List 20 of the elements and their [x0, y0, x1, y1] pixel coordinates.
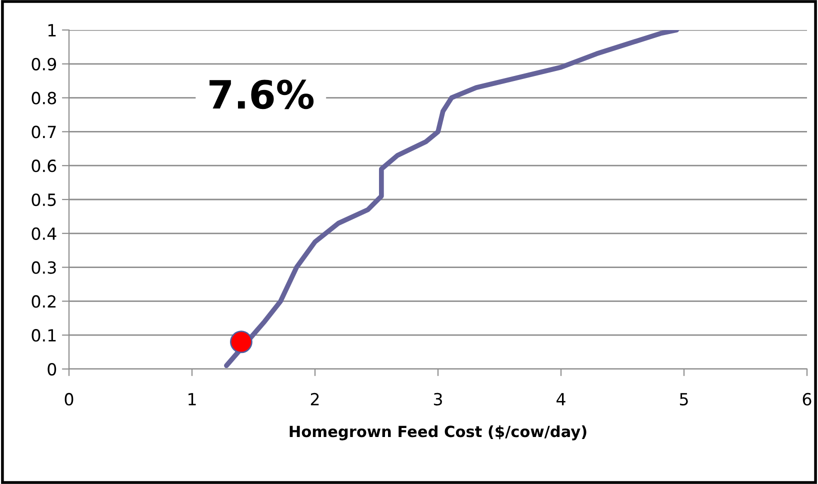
y-tick-label: 0.3: [32, 261, 56, 274]
y-tick-label: 0.5: [32, 193, 56, 206]
y-tick-label: 0.1: [32, 329, 56, 342]
y-tick-label: 0.4: [32, 227, 56, 240]
y-tick-label: 0.8: [32, 92, 56, 104]
x-tick-label: 3: [434, 392, 442, 406]
y-tick-label: 0.6: [32, 160, 56, 172]
x-tick-label: 2: [310, 392, 319, 406]
x-tick-label: 4: [556, 393, 566, 406]
x-tick-label: 1: [188, 393, 196, 406]
annotation: 7.6%: [210, 80, 314, 110]
x-tick-label: 6: [802, 392, 812, 406]
x-tick-label: 0: [64, 392, 74, 406]
y-tick-label: 0.2: [32, 295, 56, 308]
y-tick-label: 0.7: [32, 126, 56, 138]
y-tick-label: 0: [48, 362, 56, 376]
x-tick-label: 5: [680, 393, 688, 406]
y-tick-label: 0.9: [32, 58, 56, 70]
y-tick-label: 1: [48, 24, 56, 36]
x-axis-title: Homegrown Feed Cost ($/cow/day): [290, 425, 586, 440]
